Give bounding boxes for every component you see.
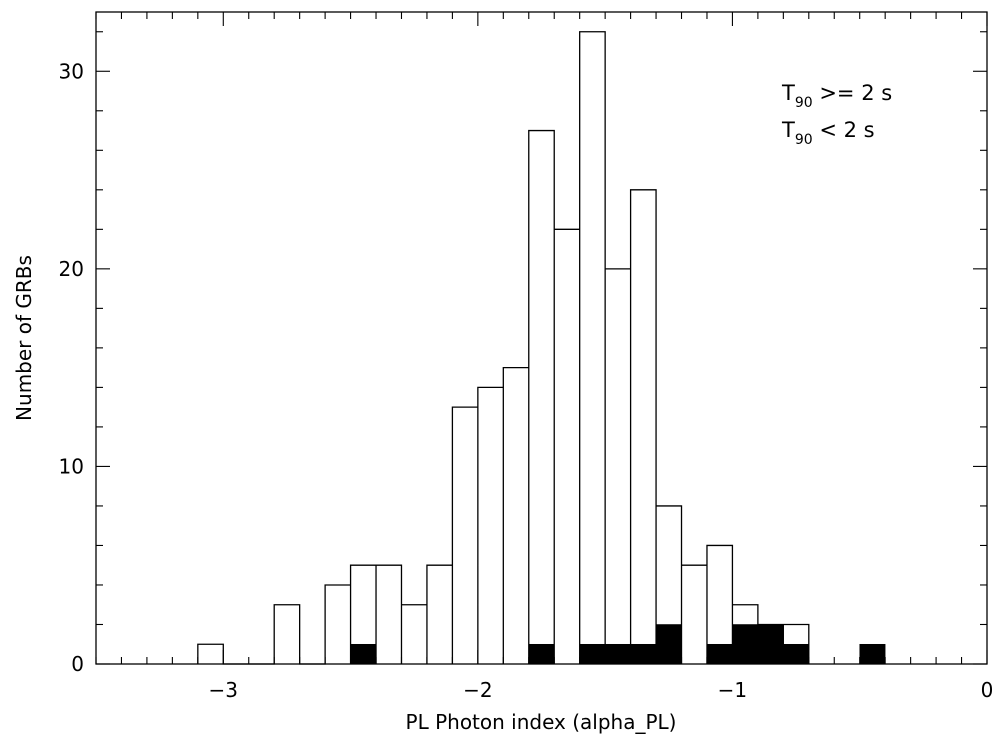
short-grb-bar — [706, 643, 733, 665]
y-tick-label: 0 — [71, 652, 84, 676]
y-axis-title: Number of GRBs — [12, 255, 36, 421]
short-grb-bar — [757, 624, 784, 665]
axis-tick-labels: −3 −2 −1 0 0 10 20 30 — [59, 59, 994, 702]
axis-ticks — [95, 12, 988, 665]
x-axis-title: PL Photon index (alpha_PL) — [406, 710, 677, 734]
short-grb-bar — [579, 643, 606, 665]
short-grb-bar — [604, 643, 631, 665]
x-tick-label: −2 — [463, 678, 492, 702]
x-tick-label: 0 — [981, 678, 994, 702]
x-tick-label: −3 — [209, 678, 238, 702]
short-grb-bar — [528, 643, 555, 665]
short-grb-bar — [350, 643, 377, 665]
x-tick-label: −1 — [718, 678, 747, 702]
short-grb-bar — [630, 643, 657, 665]
long-grb-histogram-outline — [197, 31, 810, 665]
plot-frame — [95, 11, 988, 665]
y-tick-label: 30 — [59, 59, 84, 83]
short-grb-bar — [655, 624, 682, 665]
short-grb-bar — [732, 624, 759, 665]
y-tick-label: 10 — [59, 454, 84, 478]
y-tick-label: 20 — [59, 257, 84, 281]
legend-entry-long: T90 >= 2 s — [781, 81, 892, 111]
short-grb-bar — [859, 643, 886, 665]
short-grb-bar — [783, 643, 810, 665]
legend-entry-short: T90 < 2 s — [781, 118, 875, 148]
short-grb-bars — [350, 624, 886, 665]
legend: T90 >= 2 s T90 < 2 s — [781, 81, 892, 148]
